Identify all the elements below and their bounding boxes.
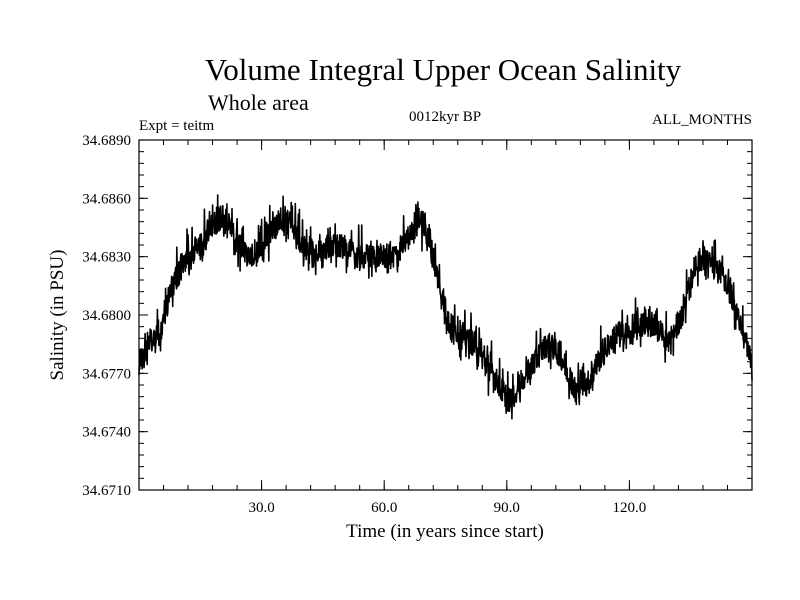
y-tick-label: 34.6710 [82,483,131,499]
y-tick-label: 34.6860 [82,191,131,207]
months-label: ALL_MONTHS [652,112,752,128]
x-tick-label: 120.0 [613,500,647,516]
plot-area [138,194,753,420]
y-axis-label: Salinity (in PSU) [47,250,68,381]
y-tick-label: 34.6800 [82,308,131,324]
y-tick-label: 34.6890 [82,133,131,149]
y-tick-label: 34.6770 [82,366,131,382]
x-tick-label: 60.0 [371,500,397,516]
x-axis-label: Time (in years since start) [346,521,544,542]
chart-subtitle: Whole area [208,90,309,115]
y-tick-label: 34.6740 [82,425,131,441]
salinity-series-line [138,194,753,420]
plot-frame [138,139,753,491]
experiment-label: Expt = teitm [139,118,214,134]
period-label: 0012kyr BP [409,109,481,125]
x-tick-label: 90.0 [494,500,520,516]
chart-title: Volume Integral Upper Ocean Salinity [205,52,682,87]
x-tick-label: 30.0 [248,500,274,516]
y-tick-label: 34.6830 [82,250,131,266]
